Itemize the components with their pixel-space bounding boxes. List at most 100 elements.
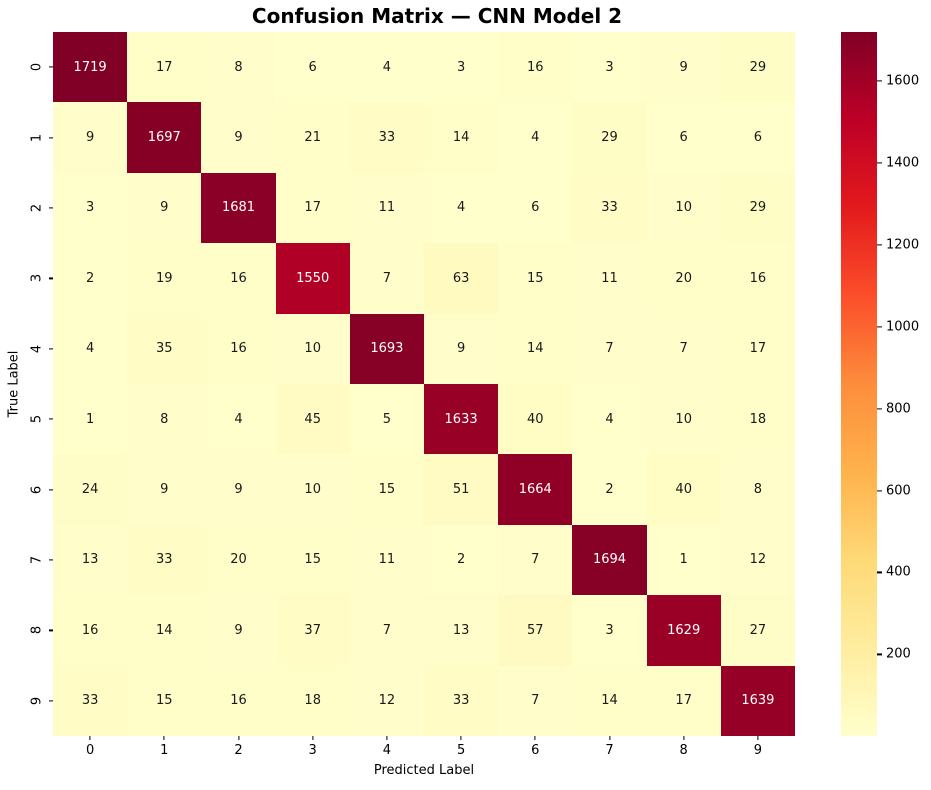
y-axis-label: True Label — [6, 350, 22, 418]
x-tick-mark — [534, 736, 536, 740]
x-tick-label-4: 4 — [382, 743, 392, 758]
y-tick-label-8: 8 — [29, 626, 45, 635]
heatmap-cell-r9c0: 33 — [53, 665, 128, 736]
heatmap-cell-r1c5: 14 — [423, 102, 499, 173]
heatmap-cell-r6c8: 40 — [646, 454, 721, 525]
y-tick-mark — [49, 137, 53, 139]
heatmap-cell-r9c6: 7 — [498, 665, 573, 736]
heatmap-cell-r5c8: 10 — [646, 384, 721, 455]
x-tick-label-3: 3 — [308, 743, 317, 758]
colorbar-tick-mark — [877, 489, 882, 492]
colorbar-tick-mark — [877, 571, 882, 574]
heatmap-cell-r5c0: 1 — [53, 384, 128, 455]
heatmap-cell-r2c8: 10 — [646, 172, 721, 244]
heatmap-cell-r2c6: 6 — [498, 172, 573, 244]
heatmap-cell-r5c1: 8 — [127, 384, 202, 455]
x-tick-mark — [386, 736, 388, 740]
heatmap-cell-r7c7: 1694 — [572, 524, 647, 596]
y-tick-mark — [49, 207, 53, 209]
heatmap-cell-r3c9: 16 — [720, 243, 795, 314]
heatmap-cell-r7c5: 2 — [423, 524, 499, 596]
heatmap-cell-r2c5: 4 — [423, 172, 499, 244]
colorbar-tick-mark — [877, 80, 882, 82]
heatmap-cell-r6c4: 15 — [349, 454, 424, 525]
x-tick-mark — [237, 736, 240, 740]
heatmap-cell-r1c7: 29 — [572, 102, 647, 173]
heatmap-cell-r5c9: 18 — [720, 384, 795, 455]
heatmap-cell-r2c9: 29 — [720, 172, 795, 244]
colorbar-gradient — [841, 32, 877, 736]
colorbar-tick-mark — [877, 244, 882, 246]
heatmap-cell-r8c2: 9 — [201, 595, 276, 666]
heatmap-cell-r1c0: 9 — [53, 102, 128, 173]
heatmap-cell-r4c3: 10 — [275, 313, 350, 384]
x-tick-mark — [163, 736, 165, 740]
heatmap-cell-r4c7: 7 — [572, 313, 647, 384]
y-tick-label-6: 6 — [29, 485, 45, 494]
heatmap-cell-r4c5: 9 — [423, 313, 499, 384]
heatmap-cell-r1c6: 4 — [498, 102, 573, 173]
heatmap-cell-r6c0: 24 — [53, 454, 128, 525]
y-tick-label-5: 5 — [29, 415, 45, 424]
heatmap-cell-r6c3: 10 — [275, 454, 350, 525]
colorbar-tick-label-800: 800 — [886, 401, 911, 417]
heatmap-cell-r0c3: 6 — [275, 32, 350, 103]
x-tick-label-0: 0 — [85, 743, 95, 758]
y-tick-mark — [49, 66, 53, 68]
heatmap-cell-r2c4: 11 — [349, 172, 424, 244]
colorbar-tick-label-1600: 1600 — [886, 73, 920, 89]
heatmap-cell-r0c7: 3 — [572, 32, 647, 103]
y-tick-mark — [49, 489, 53, 491]
heatmap-cell-r3c8: 20 — [646, 243, 721, 314]
heatmap-cell-r6c9: 8 — [720, 454, 795, 525]
heatmap-cell-r3c1: 19 — [127, 243, 202, 314]
x-tick-label-7: 7 — [605, 743, 614, 758]
heatmap-cell-r8c5: 13 — [423, 595, 499, 666]
heatmap-cell-r4c2: 16 — [201, 313, 276, 384]
colorbar-tick-mark — [877, 407, 882, 410]
y-tick-label-0: 0 — [29, 63, 45, 72]
heatmap-cell-r7c4: 11 — [349, 524, 424, 596]
heatmap-cell-r1c4: 33 — [349, 102, 424, 173]
heatmap-cell-r6c1: 9 — [127, 454, 202, 525]
heatmap-cell-r3c5: 63 — [423, 243, 499, 314]
y-tick-mark — [49, 418, 53, 420]
heatmap-cell-r0c8: 9 — [646, 32, 721, 103]
heatmap-cell-r9c3: 18 — [275, 665, 350, 736]
x-tick-label-9: 9 — [753, 743, 763, 758]
heatmap-cell-r5c6: 40 — [498, 384, 573, 455]
heatmap-cell-r3c3: 1550 — [275, 243, 350, 314]
heatmap-cell-r1c1: 1697 — [127, 102, 202, 173]
heatmap-cell-r9c9: 1639 — [720, 665, 795, 736]
heatmap-cell-r8c8: 1629 — [646, 595, 721, 666]
heatmap-cell-r1c3: 21 — [275, 102, 350, 173]
heatmap-cell-r6c6: 1664 — [498, 454, 573, 525]
x-axis-label: Predicted Label — [373, 763, 475, 778]
heatmap-cell-r2c3: 17 — [275, 172, 350, 244]
x-tick-mark — [460, 736, 462, 740]
y-tick-label-2: 2 — [29, 203, 45, 213]
y-tick-mark — [49, 277, 53, 279]
x-tick-label-1: 1 — [160, 743, 169, 758]
heatmap-cell-r8c1: 14 — [127, 595, 202, 666]
y-tick-label-4: 4 — [29, 344, 45, 353]
heatmap-cell-r5c5: 1633 — [423, 384, 499, 455]
heatmap-cell-r2c1: 9 — [127, 172, 202, 244]
heatmap-cell-r1c2: 9 — [201, 102, 276, 173]
heatmap-cell-r3c0: 2 — [53, 243, 128, 314]
heatmap-cell-r3c2: 16 — [201, 243, 276, 314]
heatmap-cell-r3c6: 15 — [498, 243, 573, 314]
heatmap-cell-r8c7: 3 — [572, 595, 647, 666]
heatmap-cell-r2c0: 3 — [53, 172, 128, 244]
heatmap-cell-r7c8: 1 — [646, 524, 721, 596]
heatmap-cell-r0c4: 4 — [349, 32, 424, 103]
heatmap-cell-r9c2: 16 — [201, 665, 276, 736]
heatmap-cell-r9c7: 14 — [572, 665, 647, 736]
x-tick-label-2: 2 — [234, 743, 243, 758]
heatmap-cell-r4c9: 17 — [720, 313, 795, 384]
y-tick-label-9: 9 — [29, 696, 45, 705]
heatmap-cell-r4c6: 14 — [498, 313, 573, 384]
x-tick-label-5: 5 — [456, 743, 466, 758]
heatmap-cell-r4c0: 4 — [53, 313, 128, 384]
colorbar-tick-label-400: 400 — [886, 564, 911, 580]
